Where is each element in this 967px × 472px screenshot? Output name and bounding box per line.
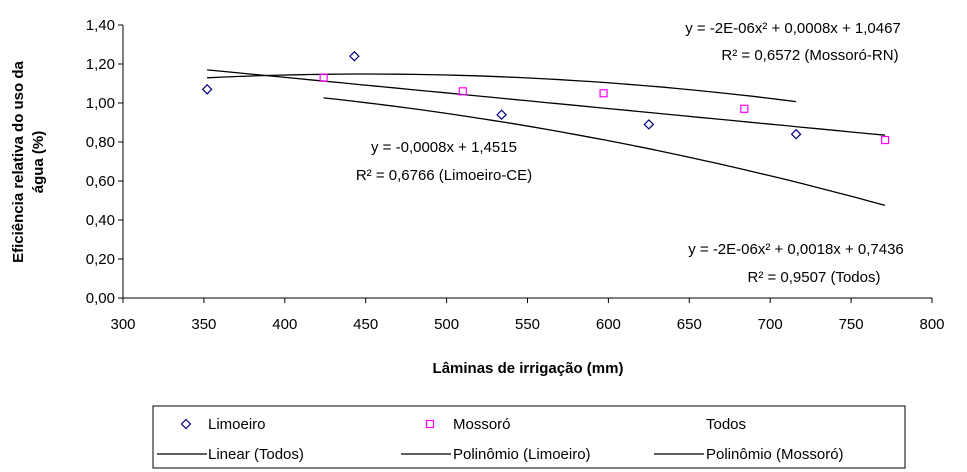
y-tick-label: 0,20	[86, 251, 115, 268]
annotation-limoeiro-equation: y = -0,0008x + 1,4515	[371, 139, 517, 156]
annotation-limoeiro-r2: R² = 0,6766 (Limoeiro-CE)	[356, 167, 532, 184]
x-tick-label: 750	[839, 316, 864, 333]
point-mossor-	[740, 104, 749, 113]
y-tick-label: 0,40	[86, 212, 115, 229]
x-tick-label: 500	[434, 316, 459, 333]
x-tick-label: 450	[353, 316, 378, 333]
x-tick-label: 700	[758, 316, 783, 333]
legend-symbol-limoeiro	[180, 418, 192, 430]
legend-label-polinomio-limoeiro: Polinômio (Limoeiro)	[453, 446, 591, 463]
point-mossor-	[458, 87, 467, 96]
y-tick-label: 0,00	[86, 290, 115, 307]
axes: 0,00 0,20 0,40 0,60 0,80 1,00 1,20 1,40 300 350 40…	[86, 17, 945, 333]
y-tick-label: 1,00	[86, 95, 115, 112]
point-limoeiro	[349, 50, 360, 62]
x-tick-label: 600	[596, 316, 621, 333]
x-tick-label: 350	[191, 316, 216, 333]
legend-label-linear-todos: Linear (Todos)	[208, 446, 304, 463]
point-mossor-	[599, 89, 608, 98]
x-tick-label: 550	[515, 316, 540, 333]
x-axis-title: Lâminas de irrigação (mm)	[433, 360, 624, 377]
trendline-polin-mio-limoeiro-	[207, 73, 797, 103]
y-axis-title: Eficiência relativa do uso da água (%)	[10, 60, 47, 262]
y-tick-label: 1,20	[86, 56, 115, 73]
point-limoeiro	[643, 119, 655, 130]
annotation-todos-r2: R² = 0,9507 (Todos)	[748, 269, 881, 286]
annotation-todos-equation: y = -2E-06x² + 0,0018x + 0,7436	[688, 241, 904, 258]
trendline-linear-todos-	[207, 69, 886, 136]
point-limoeiro	[790, 128, 802, 140]
y-axis-title-line-1: Eficiência relativa do uso da	[10, 60, 27, 262]
annotation-mossoro-equation: y = -2E-06x² + 0,0008x + 1,0467	[685, 20, 901, 37]
legend-box	[152, 405, 906, 469]
trendline-polin-mio-mossor-	[323, 97, 886, 207]
x-tick-label: 650	[677, 316, 702, 333]
x-tick-label: 800	[919, 316, 944, 333]
y-tick-label: 1,40	[86, 17, 115, 34]
legend-symbols	[157, 418, 704, 455]
y-tick-label: 0,80	[86, 134, 115, 151]
legend-label-polinomio-mossoro: Polinômio (Mossoró)	[706, 446, 844, 463]
trendlines	[207, 69, 886, 207]
y-axis-title-line-2: água (%)	[30, 131, 47, 194]
legend-symbol-mossor-	[425, 419, 435, 429]
point-mossor-	[880, 135, 890, 145]
legend: Limoeiro Mossoró Todos Linear (Todos) Po…	[152, 405, 906, 469]
point-limoeiro	[496, 109, 507, 121]
legend-label-mossoro: Mossoró	[453, 416, 511, 433]
legend-label-limoeiro: Limoeiro	[208, 416, 266, 433]
x-tick-label: 300	[110, 316, 135, 333]
y-tick-label: 0,60	[86, 173, 115, 190]
point-mossor-	[319, 73, 328, 82]
point-limoeiro	[201, 84, 213, 95]
x-tick-label: 400	[272, 316, 297, 333]
annotation-mossoro-r2: R² = 0,6572 (Mossoró-RN)	[721, 47, 898, 64]
legend-label-todos: Todos	[706, 416, 746, 433]
data-points	[201, 50, 890, 145]
